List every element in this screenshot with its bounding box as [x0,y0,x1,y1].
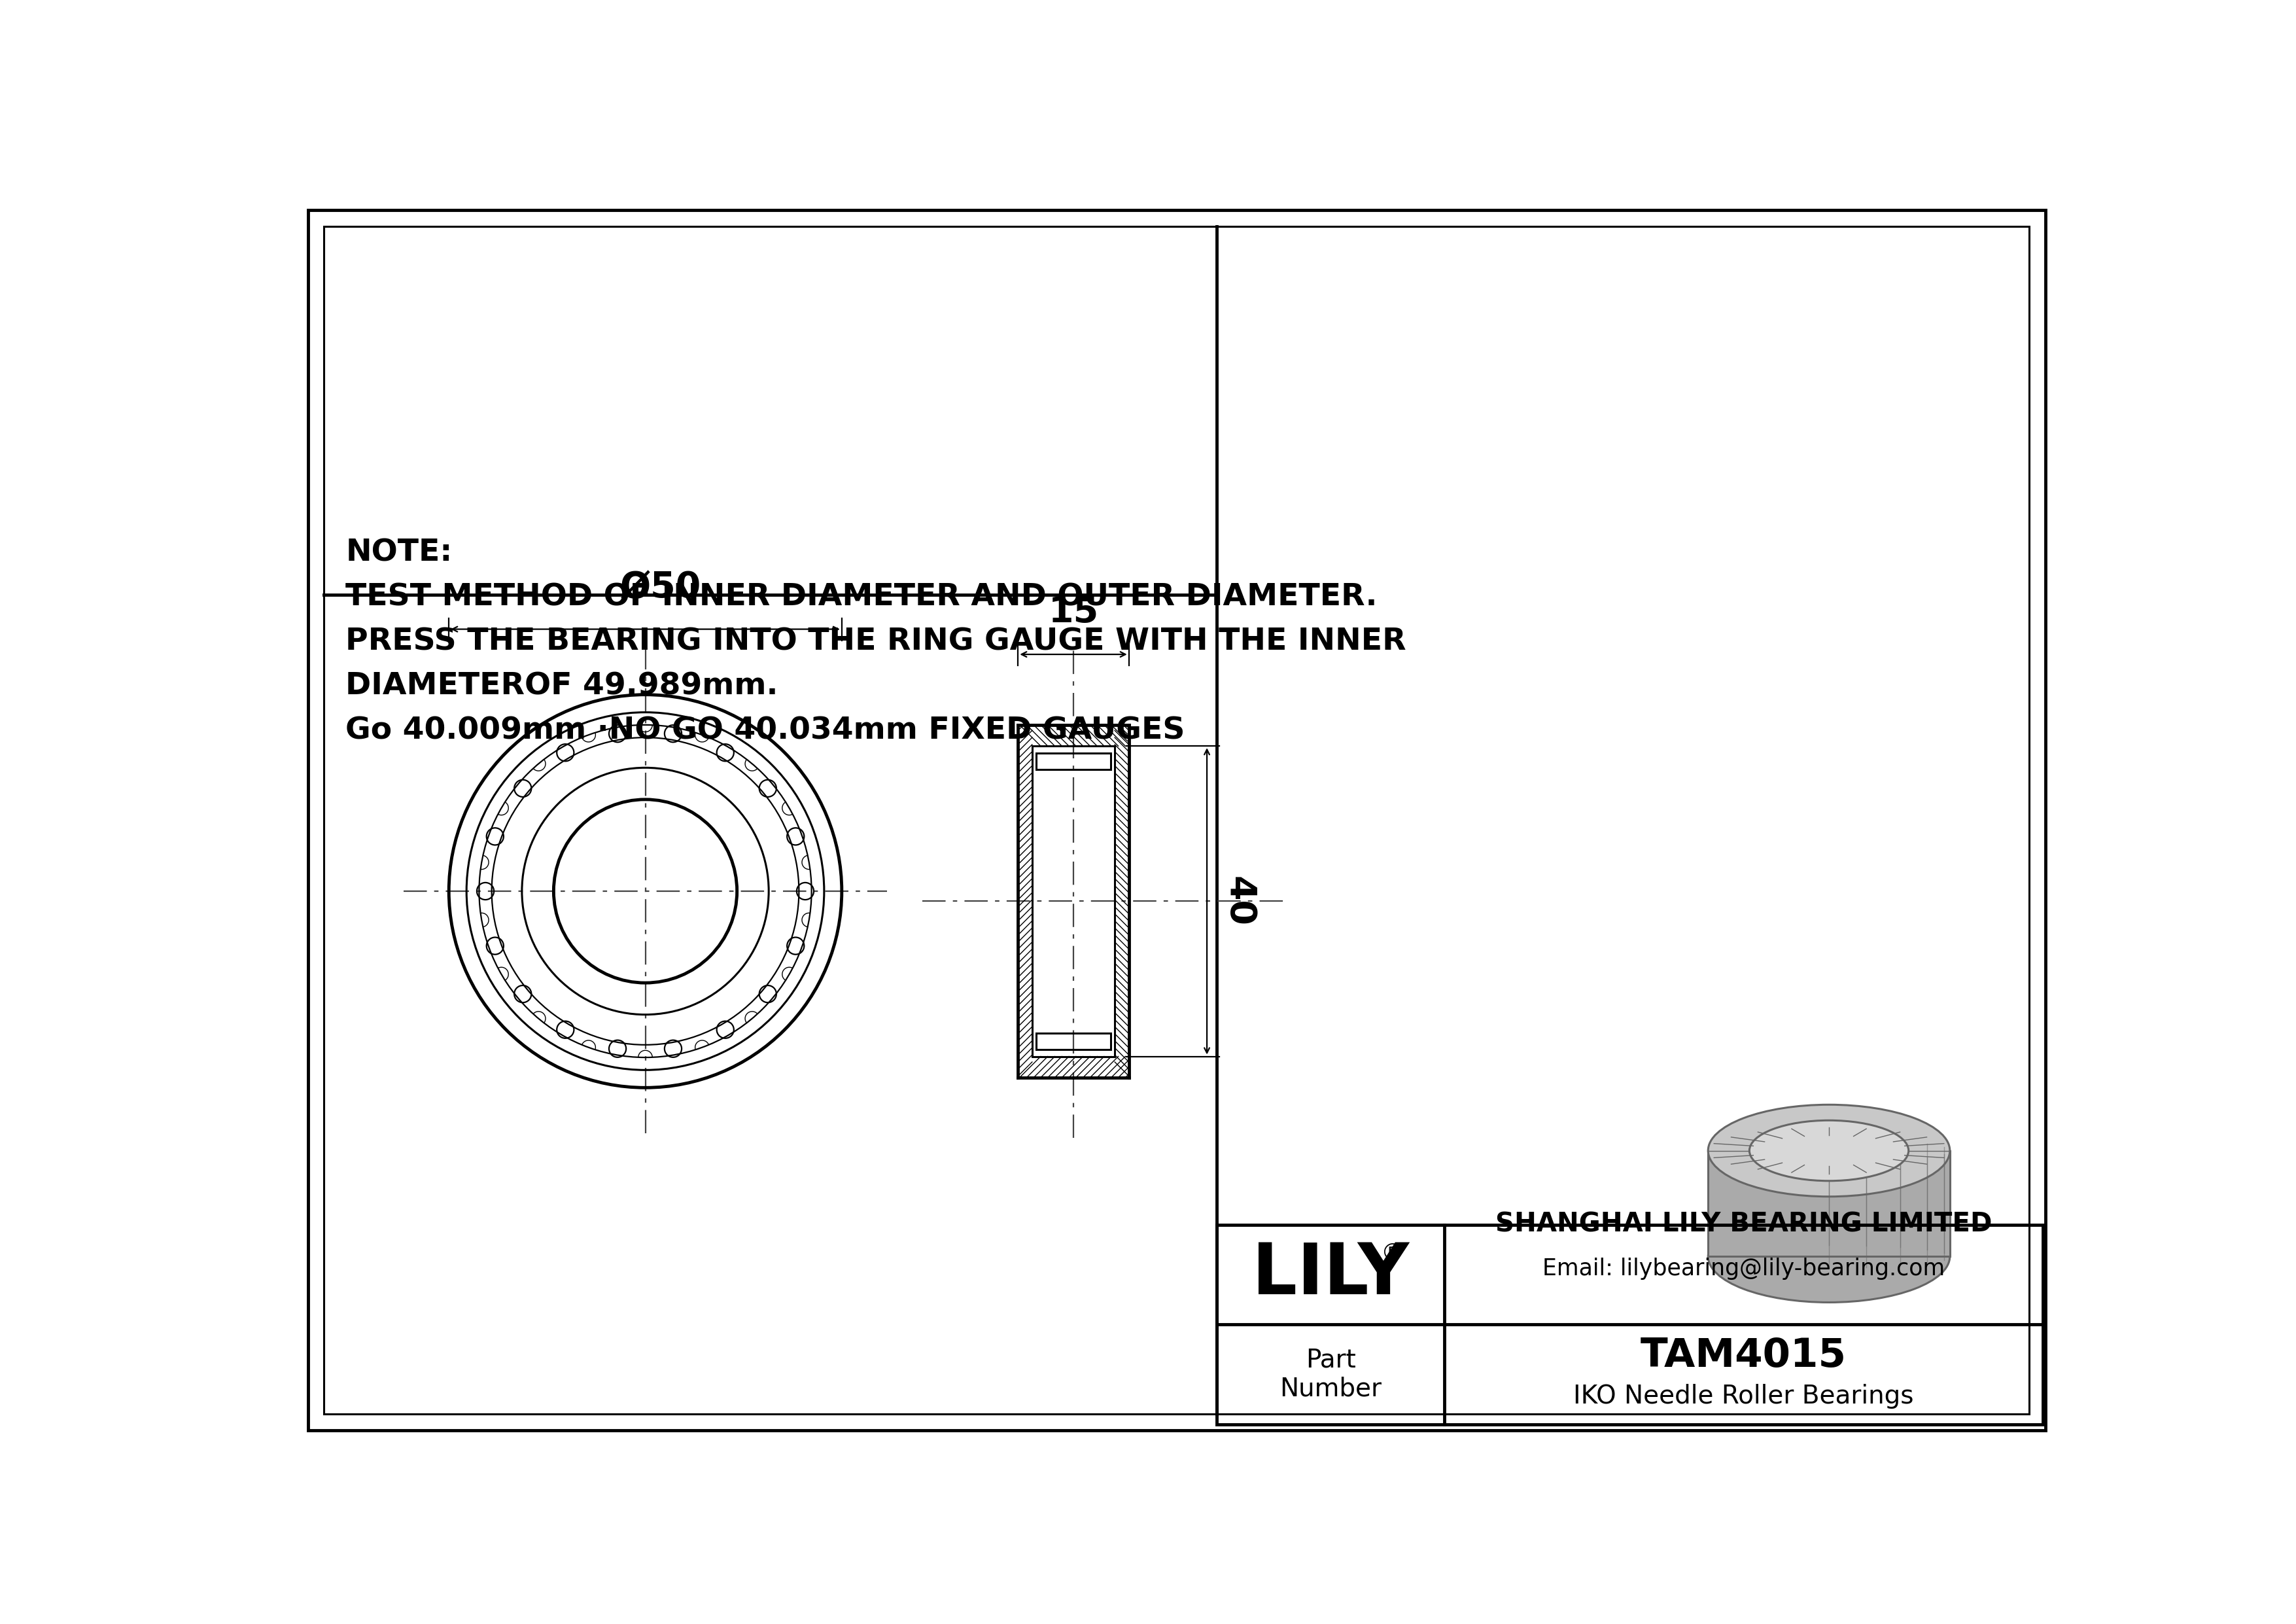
Bar [1035,754,1111,770]
Text: NOTE:: NOTE: [347,539,452,568]
Text: 40: 40 [1221,875,1256,926]
Text: TAM4015: TAM4015 [1642,1337,1846,1376]
Text: PRESS THE BEARING INTO THE RING GAUGE WITH THE INNER: PRESS THE BEARING INTO THE RING GAUGE WI… [347,627,1407,656]
Text: TEST METHOD OF INNER DIAMETER AND OUTER DIAMETER.: TEST METHOD OF INNER DIAMETER AND OUTER … [347,583,1378,612]
Text: Part
Number: Part Number [1279,1348,1382,1402]
Polygon shape [1708,1151,1949,1257]
Text: ®: ® [1380,1242,1405,1265]
Text: 15: 15 [1049,594,1100,630]
Text: Email: lilybearing@lily-bearing.com: Email: lilybearing@lily-bearing.com [1543,1257,1945,1280]
Text: LILY: LILY [1251,1239,1410,1309]
Text: Go 40.009mm ·NO GO 40.034mm FIXED GAUGES: Go 40.009mm ·NO GO 40.034mm FIXED GAUGES [347,716,1185,745]
Bar [1217,1224,2043,1424]
Bar [1035,1033,1111,1049]
Ellipse shape [1708,1104,1949,1197]
Text: Ø50: Ø50 [620,570,700,606]
Text: DIAMETEROF 49.989mm.: DIAMETEROF 49.989mm. [347,671,778,702]
Text: SHANGHAI LILY BEARING LIMITED: SHANGHAI LILY BEARING LIMITED [1495,1212,1993,1237]
Ellipse shape [1708,1210,1949,1302]
Ellipse shape [1750,1121,1908,1181]
Text: IKO Needle Roller Bearings: IKO Needle Roller Bearings [1573,1384,1915,1408]
